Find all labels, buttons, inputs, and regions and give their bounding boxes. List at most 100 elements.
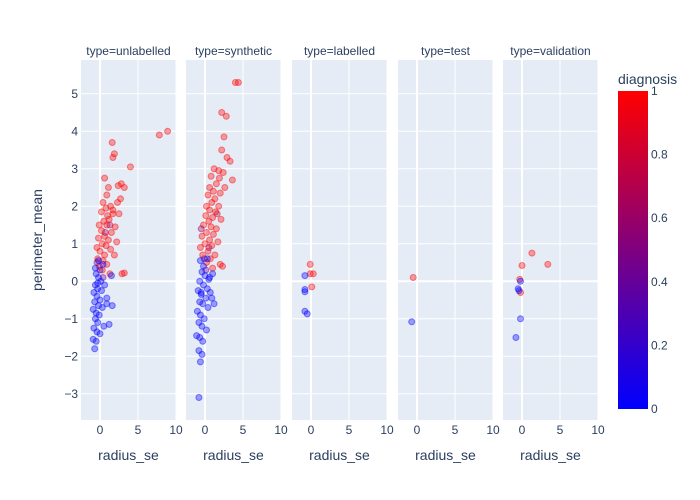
facet-panel: type=unlabelled 0 5 10 radius_se (81, 44, 183, 463)
y-tick-label: −1 (64, 312, 78, 326)
data-point (101, 174, 109, 182)
data-point (209, 270, 217, 278)
data-point (120, 269, 128, 277)
x-axis-title: radius_se (203, 447, 264, 463)
facet-title: type=labelled (304, 44, 375, 58)
data-point (97, 277, 105, 285)
data-point (216, 260, 224, 268)
y-tick-label: 1 (71, 237, 78, 251)
data-point (101, 281, 109, 289)
data-point (228, 176, 236, 184)
y-tick-label: 4 (71, 124, 78, 138)
data-point (107, 272, 115, 280)
data-point (98, 266, 106, 274)
data-point (205, 217, 213, 225)
x-tick-label: 5 (557, 423, 564, 437)
facet-plot-area (81, 60, 176, 420)
x-axis-title: radius_se (309, 447, 370, 463)
x-tick-label: 5 (346, 423, 353, 437)
data-point (408, 318, 416, 326)
data-point (213, 210, 221, 218)
x-tick-label: 0 (519, 423, 526, 437)
data-point (208, 199, 216, 206)
x-tick-label: 5 (135, 423, 142, 437)
data-point (92, 270, 100, 278)
data-point (95, 257, 102, 265)
data-point (218, 146, 226, 154)
data-point (102, 204, 110, 212)
data-point (301, 272, 309, 280)
data-point (90, 324, 98, 332)
facet-title: type=test (421, 44, 471, 58)
data-point (99, 257, 107, 265)
data-point (303, 310, 311, 318)
data-point (101, 232, 109, 240)
data-point (202, 294, 210, 302)
data-point (93, 259, 101, 266)
data-point (196, 334, 204, 341)
data-point (231, 79, 239, 86)
data-point (99, 199, 107, 206)
data-point (197, 290, 205, 298)
data-point (196, 358, 204, 366)
data-point (195, 394, 203, 401)
x-tick-label: 0 (414, 423, 421, 437)
data-point (103, 221, 111, 229)
data-point (219, 262, 226, 270)
data-point (98, 240, 106, 248)
data-point (118, 270, 126, 278)
data-point (93, 244, 101, 251)
data-point (96, 266, 104, 274)
data-point (91, 264, 99, 272)
data-point (110, 251, 118, 259)
data-point (544, 260, 552, 268)
data-point (108, 302, 116, 310)
x-axis-title: radius_se (520, 447, 581, 463)
data-point (210, 165, 218, 173)
data-point (209, 187, 217, 195)
data-point (89, 305, 97, 313)
data-point (197, 289, 205, 296)
data-point (215, 174, 223, 182)
data-point (301, 307, 309, 315)
data-point (216, 189, 224, 197)
x-tick-label: 10 (169, 423, 183, 437)
data-point (98, 227, 105, 235)
data-point (98, 208, 105, 216)
colorbar-ticks: 0 0.2 0.4 0.6 0.8 1 (651, 84, 668, 416)
data-point (517, 277, 524, 285)
facet-panel: type=test 0 5 10 radius_se (398, 44, 500, 463)
data-point (202, 266, 210, 274)
data-point (203, 255, 211, 263)
data-point (309, 270, 317, 278)
data-point (203, 326, 210, 334)
data-point (101, 229, 109, 236)
data-point (206, 236, 214, 244)
data-point (105, 320, 113, 328)
data-point (95, 302, 102, 310)
x-tick-label: 0 (202, 423, 209, 437)
x-tick-label: 10 (274, 423, 288, 437)
data-point (200, 262, 207, 270)
data-point (114, 182, 122, 190)
data-point (196, 311, 204, 319)
data-point (92, 309, 100, 317)
data-point (104, 236, 112, 244)
data-point (202, 212, 210, 220)
data-point (107, 202, 115, 210)
data-point (198, 322, 206, 330)
data-point (528, 249, 536, 257)
data-point (199, 251, 207, 259)
data-point (103, 191, 111, 199)
data-point (234, 79, 242, 86)
data-point (108, 139, 116, 146)
data-point (204, 304, 212, 311)
data-point (95, 221, 103, 229)
data-point (517, 315, 524, 323)
data-point (203, 202, 210, 210)
colorbar-tick-label: 0.8 (651, 148, 668, 162)
data-point (203, 259, 210, 266)
data-point (195, 319, 203, 326)
